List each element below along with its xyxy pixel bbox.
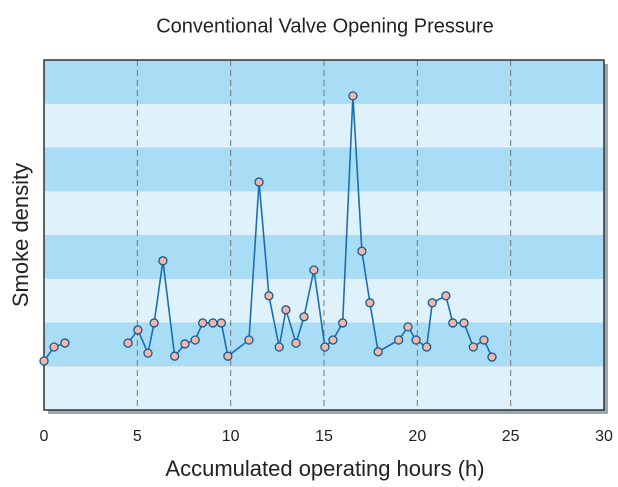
marker — [468, 342, 478, 352]
marker — [223, 351, 233, 361]
marker — [357, 246, 367, 256]
marker — [170, 351, 180, 361]
marker — [198, 318, 208, 328]
marker — [216, 318, 226, 328]
marker — [411, 335, 421, 345]
marker — [373, 347, 383, 357]
marker — [459, 318, 469, 328]
x-tick-label: 25 — [502, 428, 520, 445]
marker — [320, 342, 330, 352]
plot-border — [43, 59, 605, 411]
marker — [403, 322, 413, 332]
marker — [348, 91, 358, 101]
marker — [149, 318, 159, 328]
marker — [448, 318, 458, 328]
marker — [441, 291, 451, 301]
x-axis-label: Accumulated operating hours (h) — [165, 456, 484, 481]
marker — [190, 335, 200, 345]
x-tick-label: 10 — [222, 428, 240, 445]
x-tick-label: 20 — [408, 428, 426, 445]
marker — [123, 338, 133, 348]
chart-title: Conventional Valve Opening Pressure — [156, 15, 494, 37]
marker — [158, 256, 168, 266]
x-tick-label: 5 — [133, 428, 142, 445]
marker — [281, 305, 291, 315]
marker — [264, 291, 274, 301]
marker — [133, 325, 143, 335]
marker — [180, 339, 190, 349]
marker — [479, 335, 489, 345]
x-tick-label: 15 — [315, 428, 333, 445]
marker — [274, 342, 284, 352]
x-tick-label: 0 — [40, 428, 49, 445]
marker — [299, 312, 309, 322]
marker — [39, 356, 49, 366]
x-tick-label: 30 — [595, 428, 613, 445]
marker — [338, 318, 348, 328]
marker — [208, 318, 218, 328]
marker — [143, 348, 153, 358]
marker — [394, 335, 404, 345]
marker — [487, 352, 497, 362]
marker — [291, 338, 301, 348]
marker — [422, 342, 432, 352]
marker — [365, 298, 375, 308]
marker — [328, 335, 338, 345]
y-axis-label: Smoke density — [8, 163, 33, 307]
marker — [427, 298, 437, 308]
marker — [49, 342, 59, 352]
marker — [244, 335, 254, 345]
marker — [254, 177, 264, 187]
marker — [60, 338, 70, 348]
marker — [309, 265, 319, 275]
